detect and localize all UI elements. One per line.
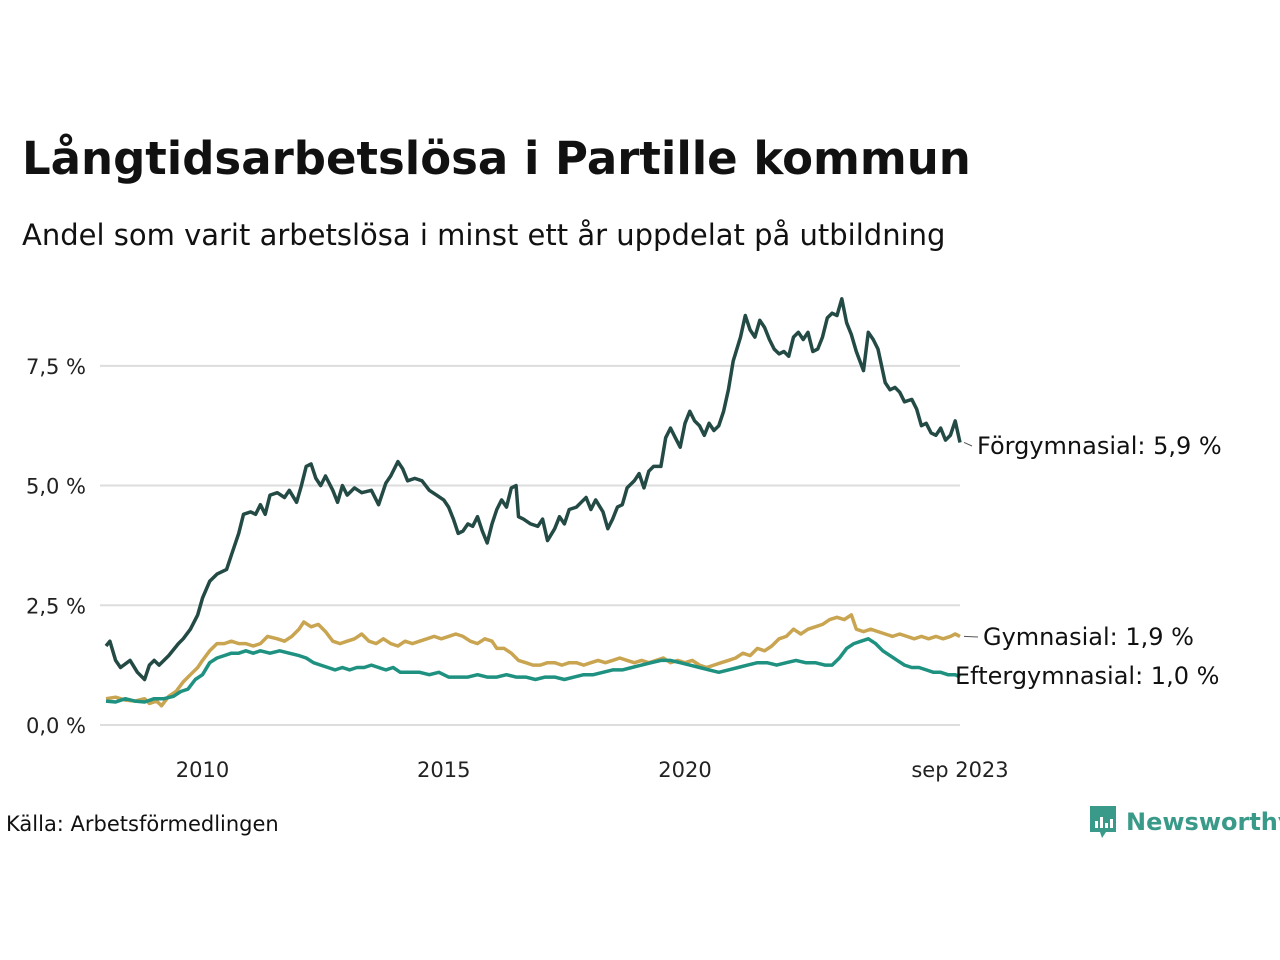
- x-tick-label: 2010: [176, 758, 229, 782]
- brand-name: Newsworthy: [1126, 808, 1280, 836]
- series-line-eftergymnasial: [105, 637, 961, 704]
- series-lines: [104, 297, 962, 708]
- series-line-gymnasial: [105, 613, 961, 708]
- x-tick-label: 2020: [658, 758, 711, 782]
- x-tick-label: sep 2023: [911, 758, 1008, 782]
- series-labels: Förgymnasial: 5,9 % Gymnasial: 1,9 % Efter…: [955, 432, 1222, 690]
- newsworthy-logo-icon: [1090, 806, 1116, 838]
- series-label-gymnasial: Gymnasial: 1,9 %: [983, 623, 1194, 651]
- y-tick-label: 2,5 %: [26, 594, 86, 618]
- y-axis-ticks: 0,0 % 2,5 % 5,0 % 7,5 %: [26, 355, 86, 738]
- x-axis-ticks: 2010 2015 2020 sep 2023: [176, 758, 1009, 782]
- y-tick-label: 5,0 %: [26, 475, 86, 499]
- series-label-leader: [963, 441, 973, 447]
- brand-logo: Newsworthy: [1088, 804, 1280, 840]
- series-line-förgymnasial: [104, 297, 962, 682]
- source-note: Källa: Arbetsförmedlingen: [6, 812, 279, 836]
- series-label-förgymnasial: Förgymnasial: 5,9 %: [977, 432, 1222, 460]
- gridlines: [100, 364, 960, 726]
- y-tick-label: 0,0 %: [26, 714, 86, 738]
- series-label-eftergymnasial: Eftergymnasial: 1,0 %: [955, 662, 1219, 690]
- x-tick-label: 2015: [417, 758, 470, 782]
- y-tick-label: 7,5 %: [26, 355, 86, 379]
- chart-subtitle: Andel som varit arbetslösa i minst ett å…: [22, 218, 946, 252]
- series-label-leader: [963, 635, 979, 638]
- chart-title: Långtidsarbetslösa i Partille kommun: [22, 132, 971, 185]
